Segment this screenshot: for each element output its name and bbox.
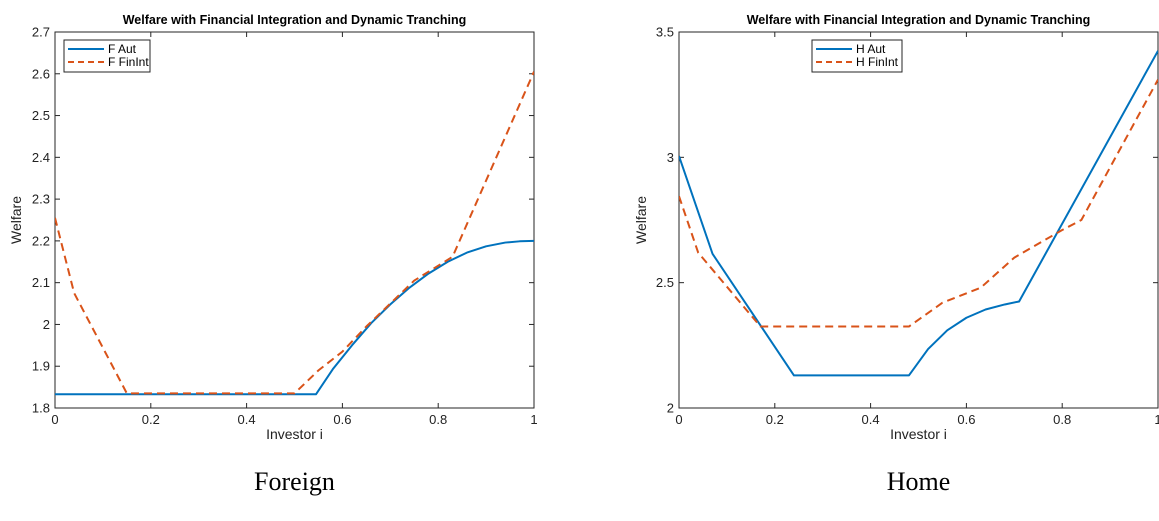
y-tick-label: 2.5 [32, 108, 50, 123]
legend-box [811, 39, 903, 73]
y-tick-label: 2.6 [32, 66, 50, 81]
y-tick-label: 2 [43, 317, 50, 332]
y-tick-label: 1.9 [32, 359, 50, 374]
y-tick-label: 1.8 [32, 401, 50, 416]
x-tick-label: 0.6 [333, 412, 351, 427]
x-tick-label: 0.4 [238, 412, 256, 427]
x-tick-label: 1 [530, 412, 537, 427]
legend-entry: F Aut [108, 42, 137, 56]
x-tick-label: 0.2 [142, 412, 160, 427]
panel-caption: Foreign [254, 467, 335, 496]
x-tick-label: 0.4 [862, 412, 880, 427]
x-tick-label: 0 [675, 412, 682, 427]
axes-box [678, 31, 1159, 409]
y-tick-label: 2.3 [32, 192, 50, 207]
legend-entry: H Aut [856, 42, 886, 56]
y-axis-label: Welfare [8, 196, 24, 244]
y-axis-label: Welfare [633, 196, 649, 244]
y-tick-label: 2.5 [656, 275, 674, 290]
legend-entry: H FinInt [856, 55, 899, 69]
x-tick-label: 0.8 [1053, 412, 1071, 427]
y-tick-label: 3.5 [656, 25, 674, 40]
legend-box [63, 39, 151, 73]
x-tick-label: 1 [1154, 412, 1159, 427]
x-tick-label: 0 [51, 412, 58, 427]
x-tick-label: 0.8 [429, 412, 447, 427]
chart-title: Welfare with Financial Integration and D… [123, 13, 467, 27]
series-line-h-aut [679, 50, 1158, 377]
legend-entry: F FinInt [108, 55, 149, 69]
series-line-h-finint [679, 79, 1158, 328]
y-tick-label: 2.2 [32, 233, 50, 248]
home-welfare-plot: Welfare with Financial Integration and D… [633, 13, 1159, 496]
x-tick-label: 0.2 [766, 412, 784, 427]
y-tick-label: 2 [667, 401, 674, 416]
chart-title: Welfare with Financial Integration and D… [747, 13, 1091, 27]
series-line-f-finint [55, 71, 534, 395]
y-tick-label: 2.7 [32, 25, 50, 40]
y-tick-label: 3 [667, 150, 674, 165]
x-tick-label: 0.6 [957, 412, 975, 427]
y-tick-label: 2.1 [32, 275, 50, 290]
series-line-f-aut [55, 239, 534, 396]
axes-box [54, 31, 535, 409]
x-axis-label: Investor i [266, 426, 323, 442]
y-tick-label: 2.4 [32, 150, 50, 165]
foreign-welfare-plot: Welfare with Financial Integration and D… [8, 13, 538, 496]
x-axis-label: Investor i [890, 426, 947, 442]
panel-caption: Home [887, 467, 951, 496]
